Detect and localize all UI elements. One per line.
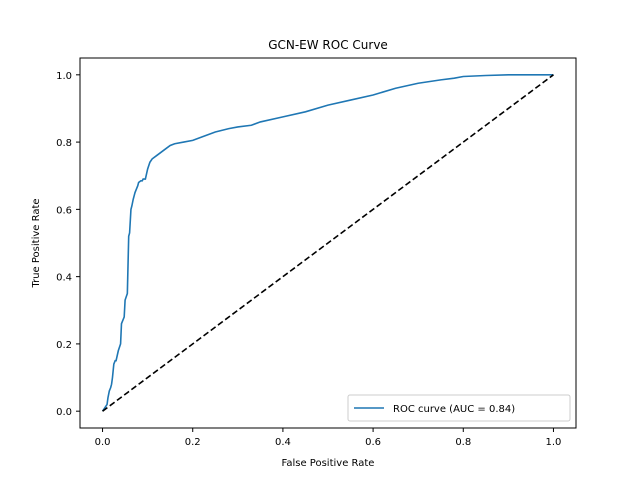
x-tick-label: 0.0	[95, 437, 111, 448]
y-tick-label: 0.0	[56, 407, 72, 418]
chart-title: GCN-EW ROC Curve	[268, 38, 388, 52]
x-tick-label: 0.2	[185, 437, 201, 448]
legend-label-roc: ROC curve (AUC = 0.84)	[393, 404, 515, 415]
chance-diagonal-line	[102, 74, 554, 412]
roc-curve-line	[101, 74, 554, 412]
y-tick-label: 0.8	[56, 138, 72, 149]
y-tick-label: 0.6	[56, 205, 72, 216]
y-axis-label: True Positive Rate	[31, 198, 42, 288]
x-tick-label: 0.6	[365, 437, 381, 448]
x-tick-label: 1.0	[546, 437, 562, 448]
x-tick-label: 0.4	[275, 437, 291, 448]
y-tick-label: 0.2	[56, 340, 72, 351]
x-axis-label: False Positive Rate	[282, 458, 375, 469]
legend: ROC curve (AUC = 0.84)	[347, 394, 571, 422]
plot-frame	[79, 57, 577, 429]
y-tick-label: 0.4	[56, 273, 72, 284]
y-tick-label: 1.0	[56, 71, 72, 82]
legend-box	[347, 394, 571, 422]
x-tick-label: 0.8	[455, 437, 471, 448]
